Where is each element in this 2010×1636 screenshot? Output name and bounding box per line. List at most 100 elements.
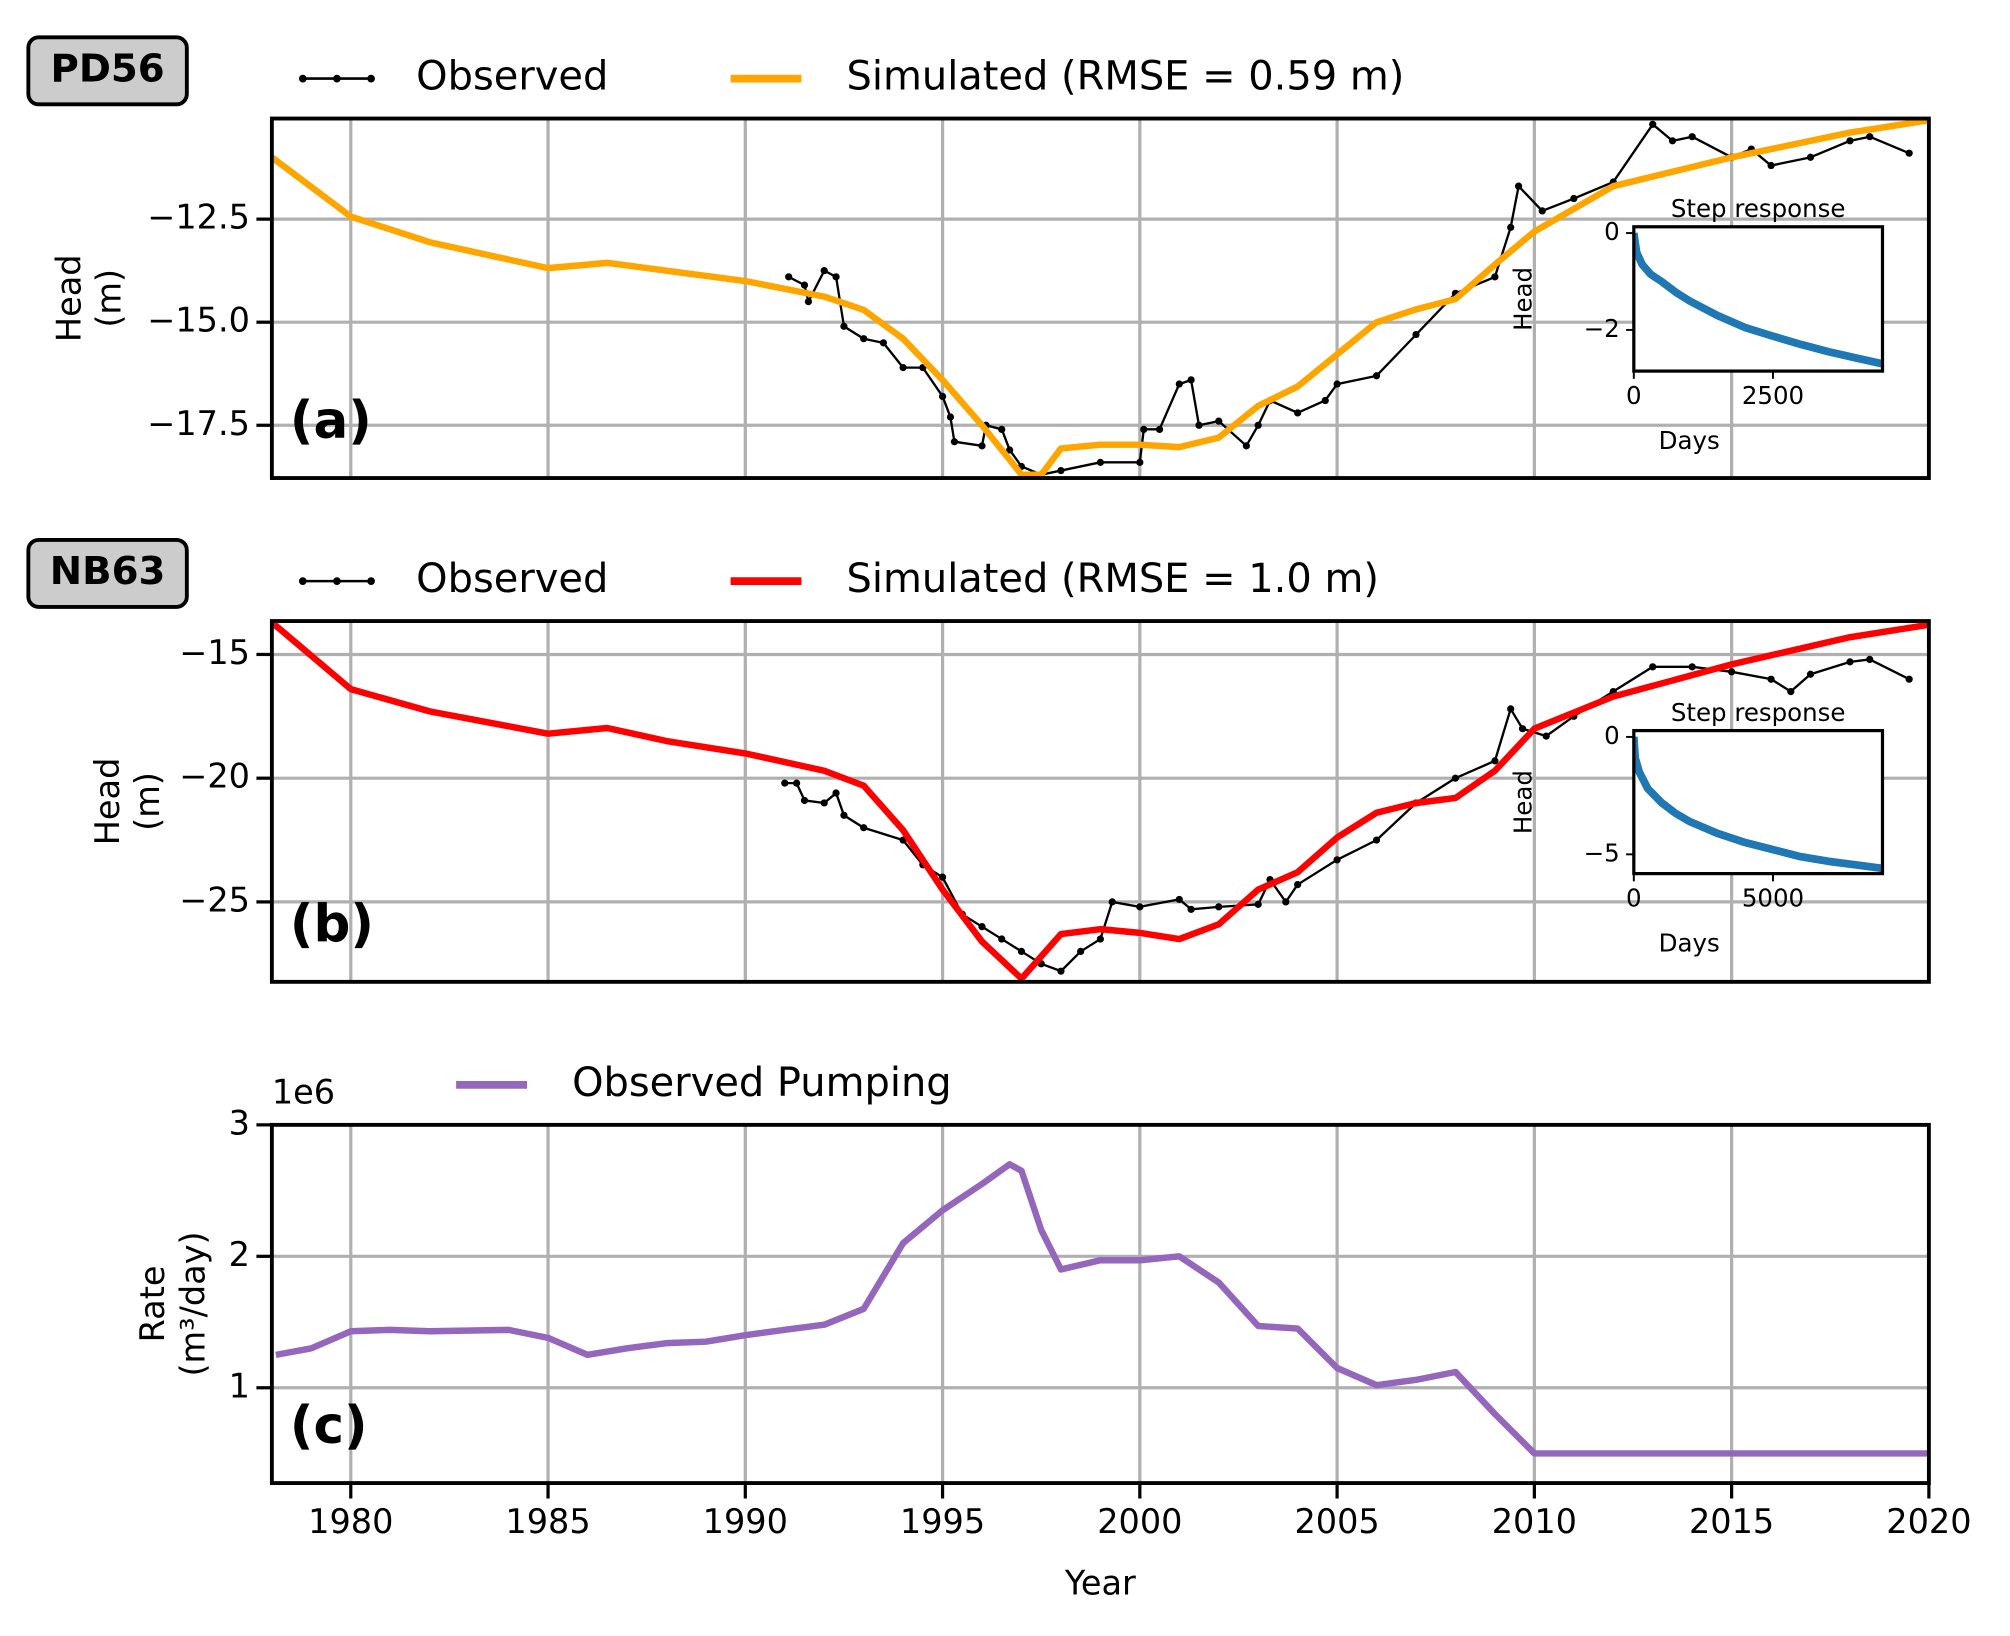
legend-label: Observed bbox=[416, 556, 608, 602]
series-group bbox=[275, 1161, 1929, 1457]
legend-marker bbox=[367, 74, 375, 83]
observed-point bbox=[1175, 895, 1183, 904]
observed-point bbox=[1905, 149, 1913, 157]
observed-point bbox=[1195, 421, 1203, 429]
panel-label: (b) bbox=[290, 895, 374, 955]
observed-point bbox=[1570, 194, 1578, 203]
axes-frame bbox=[1632, 225, 1885, 373]
y-tick-label: −5 bbox=[1584, 838, 1620, 867]
y-axis-label: (m) bbox=[90, 269, 129, 328]
inset-title: Step response bbox=[1671, 194, 1846, 223]
y-tick-label: −25 bbox=[179, 880, 250, 919]
observed-point bbox=[1542, 732, 1550, 740]
x-axis-label: Days bbox=[1659, 426, 1720, 455]
observed-point bbox=[1372, 372, 1381, 380]
station-label: NB63 bbox=[50, 549, 166, 594]
y-axis-label: Rate bbox=[133, 1266, 172, 1343]
observed-point bbox=[820, 799, 828, 807]
observed-point bbox=[1866, 655, 1874, 664]
observed-point bbox=[1767, 675, 1775, 683]
observed-point bbox=[1077, 947, 1085, 956]
observed-point bbox=[1057, 467, 1065, 475]
legend-marker bbox=[333, 74, 341, 83]
legend-marker bbox=[333, 577, 341, 585]
y-tick-label: −15 bbox=[179, 633, 250, 672]
observed-point bbox=[1514, 182, 1523, 190]
observed-point bbox=[792, 779, 801, 787]
observed-point bbox=[1451, 774, 1460, 782]
x-tick-label: 0 bbox=[1626, 381, 1642, 410]
observed-point bbox=[1321, 396, 1329, 405]
axes-frame bbox=[1632, 728, 1885, 876]
x-tick-label: 2020 bbox=[1886, 1502, 1971, 1541]
observed-point bbox=[946, 413, 955, 421]
legend-label: Simulated (RMSE = 0.59 m) bbox=[847, 54, 1405, 100]
observed-point bbox=[1187, 376, 1195, 384]
observed-point bbox=[1294, 409, 1302, 417]
station-box bbox=[26, 35, 189, 107]
x-axis-label: Year bbox=[1064, 1563, 1136, 1602]
offset-label: 1e6 bbox=[272, 1072, 335, 1111]
axes-frame bbox=[269, 1122, 1931, 1485]
observed-point bbox=[998, 935, 1006, 943]
x-tick-label: 1985 bbox=[505, 1502, 590, 1541]
observed-point bbox=[800, 281, 809, 289]
observed-point bbox=[832, 789, 840, 797]
y-axis-label: Head bbox=[1508, 770, 1537, 834]
y-tick-label: 3 bbox=[229, 1103, 250, 1142]
x-tick-label: 2005 bbox=[1294, 1502, 1379, 1541]
observed-point bbox=[1767, 161, 1775, 170]
observed-point bbox=[1057, 967, 1065, 975]
observed-point bbox=[1282, 898, 1290, 906]
x-tick-label: 2015 bbox=[1689, 1502, 1774, 1541]
x-tick-label: 2010 bbox=[1492, 1502, 1577, 1541]
observed-point bbox=[1688, 663, 1696, 671]
y-axis-label: Head bbox=[49, 254, 88, 342]
observed-point bbox=[1905, 675, 1913, 683]
observed-point bbox=[950, 438, 959, 446]
observed-point bbox=[860, 824, 868, 832]
y-tick-label: 2 bbox=[229, 1235, 250, 1274]
series-line bbox=[1633, 232, 1883, 368]
observed-point bbox=[1806, 153, 1815, 161]
observed-point bbox=[938, 873, 947, 881]
y-tick-label: −12.5 bbox=[147, 198, 250, 237]
observed-point bbox=[899, 363, 907, 372]
observed-point bbox=[1668, 137, 1677, 145]
observed-point bbox=[1333, 856, 1341, 864]
observed-point bbox=[1518, 725, 1527, 733]
axes-frame bbox=[269, 116, 1931, 480]
observed-point bbox=[1215, 903, 1223, 911]
observed-point bbox=[1155, 425, 1164, 433]
station-label: PD56 bbox=[51, 46, 165, 91]
y-tick-label: 0 bbox=[1604, 721, 1620, 750]
y-tick-label: −17.5 bbox=[147, 404, 250, 443]
observed-point bbox=[938, 392, 947, 401]
observed-point bbox=[1538, 207, 1546, 215]
y-axis-label: Head bbox=[1508, 267, 1537, 331]
observed-point bbox=[1017, 947, 1026, 956]
x-axis-label: Days bbox=[1659, 928, 1720, 957]
observed-point bbox=[1254, 900, 1262, 908]
x-tick-label: 1990 bbox=[703, 1502, 788, 1541]
observed-point bbox=[1846, 658, 1854, 666]
observed-point bbox=[1806, 670, 1815, 678]
observed-point bbox=[1175, 380, 1183, 388]
legend-marker bbox=[367, 577, 375, 585]
series-group bbox=[1633, 736, 1883, 873]
x-tick-label: 1995 bbox=[900, 1502, 985, 1541]
series-line bbox=[275, 1161, 1929, 1457]
x-tick-label: 2000 bbox=[1097, 1502, 1182, 1541]
observed-point bbox=[832, 273, 840, 281]
observed-point bbox=[1846, 137, 1854, 145]
observed-point bbox=[1006, 446, 1014, 454]
observed-point bbox=[1507, 705, 1515, 713]
observed-point bbox=[978, 442, 986, 450]
series-line bbox=[271, 118, 1929, 478]
observed-point bbox=[978, 923, 986, 931]
observed-point bbox=[800, 796, 809, 805]
panel-label: (a) bbox=[290, 391, 372, 451]
observed-point bbox=[1372, 836, 1381, 844]
observed-point bbox=[840, 811, 848, 819]
